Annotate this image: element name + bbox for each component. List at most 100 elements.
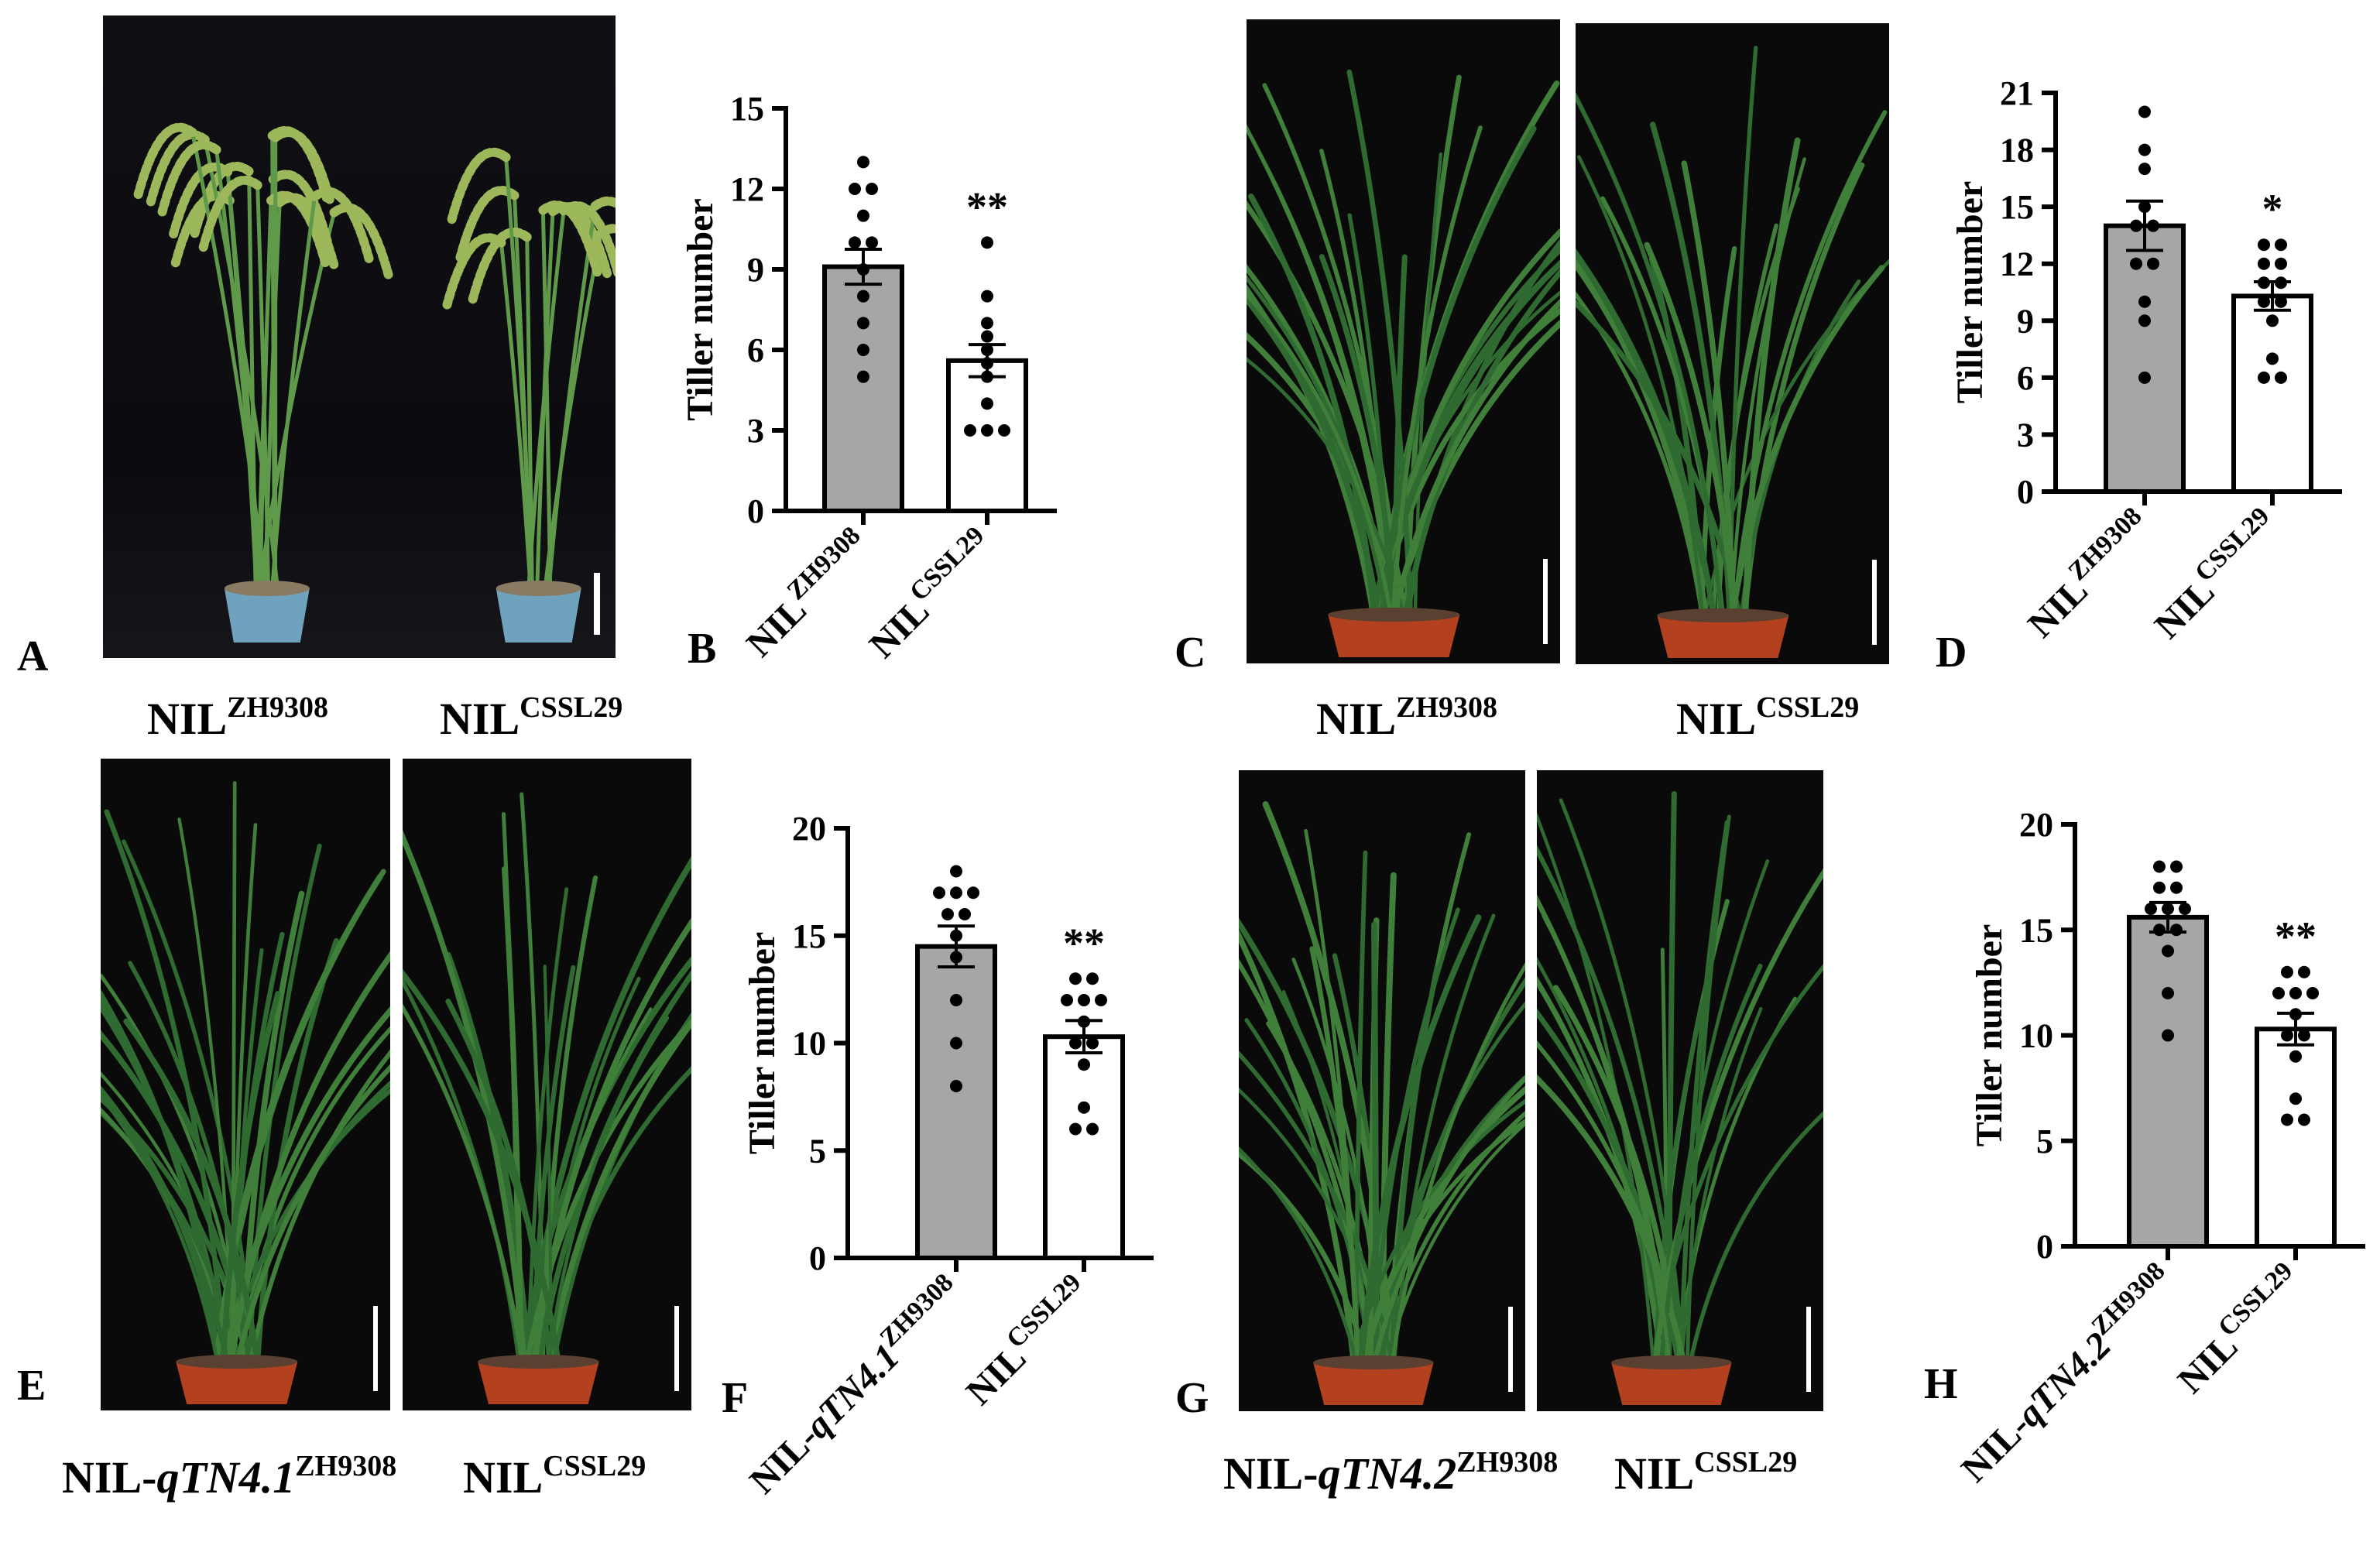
y-tick-label: 0 [809,1239,826,1277]
data-point [2147,257,2159,270]
leaf [101,1107,238,1364]
leaf [220,991,281,1365]
panicle [447,147,511,224]
data-point [998,424,1010,437]
category-sup: CSSL29 [2213,1256,2298,1342]
leaf [1247,291,1393,617]
data-point [2153,881,2166,894]
data-point [866,183,878,195]
caption-c-right: NILCSSL29 [1676,691,1860,744]
leaf [403,1003,525,1364]
photo-e-left [101,759,390,1410]
data-point [2179,903,2191,915]
data-point [1078,1058,1090,1071]
data-point [967,886,979,900]
data-point [2266,314,2279,327]
soil [1611,1355,1732,1369]
photo-c-left [1247,19,1560,663]
leaf [1247,124,1394,617]
leaf [1729,157,1806,618]
data-point [2275,238,2287,252]
leaf [1239,1150,1370,1366]
panicle [310,187,374,263]
data-point [857,370,869,383]
panel-label-f: F [722,1374,749,1422]
data-point [857,290,869,303]
leaf [123,1018,260,1365]
category-sup: ZH9308 [2087,1256,2171,1341]
data-point [933,886,945,900]
y-tick-label: 3 [2017,416,2034,454]
leaf [1731,110,1888,618]
plant-photo-a [133,122,616,643]
stem [255,185,271,589]
data-point [1095,994,1107,1006]
stem [526,210,566,589]
data-point [959,908,971,920]
data-point [2298,965,2310,978]
leaf [502,865,524,1365]
leaf [1392,913,1496,1365]
leaf [1391,125,1483,617]
data-point [2281,965,2293,978]
y-tick-label: 18 [2000,132,2034,170]
x-tick-label: NILCSSL29 [2166,1256,2311,1401]
panel-label-e: E [17,1362,46,1410]
leaf [1577,155,1705,618]
data-point [1078,1015,1090,1028]
data-point [950,929,962,942]
data-point [2275,295,2287,308]
y-tick-label: 12 [730,170,764,208]
category-sup: ZH9308 [875,1268,959,1352]
data-point [950,951,962,964]
leaf [1658,963,1763,1366]
bar [2127,914,2209,1249]
x-tick-label: NILZH9308 [735,521,879,665]
panicle [590,196,616,211]
bar [2255,1026,2337,1249]
y-tick-label: 21 [2000,74,2034,112]
plant-photo-e-left [101,781,390,1404]
data-point [2275,276,2287,290]
leaf [1346,69,1414,618]
leaf [248,1049,390,1364]
bar [2104,223,2186,495]
leaf [1350,1098,1525,1365]
panel-label-a: A [17,632,49,680]
stem [190,132,267,589]
pot [477,1362,599,1404]
data-point [849,236,861,249]
bar [915,944,997,1260]
panel-label-g: G [1175,1374,1209,1422]
y-tick-label: 5 [809,1132,826,1170]
panicle [133,122,197,200]
leaf [1239,1146,1359,1365]
leaf [1688,1111,1823,1365]
data-point [2258,276,2270,290]
data-point [950,1037,962,1050]
soil [176,1355,298,1369]
category-sup: ZH9308 [782,521,866,605]
stem [547,205,598,589]
plant-photo-g-right [1537,790,1823,1405]
stem [214,149,262,589]
leaf [231,823,258,1364]
category-sup: ZH9308 [2063,502,2148,586]
y-tick-label: 6 [747,331,764,369]
leaf [543,965,554,1364]
data-point [2162,1029,2174,1042]
caption-c-left: NILZH9308 [1316,691,1498,744]
caption-a-left: NILZH9308 [147,691,329,744]
caption-e-left: NIL-qTN4.1ZH9308 [62,1450,397,1503]
data-point [2130,219,2142,232]
y-tick-label: 3 [747,412,764,450]
leaf [1652,998,1706,1365]
data-point [2275,371,2287,384]
leaf [1353,850,1368,1365]
pot [1313,1362,1434,1405]
category-sup: CSSL29 [1001,1268,1086,1353]
leaf [1559,798,1686,1365]
data-point [1078,994,1090,1006]
soil [1313,1355,1434,1369]
data-point [2289,1092,2302,1105]
